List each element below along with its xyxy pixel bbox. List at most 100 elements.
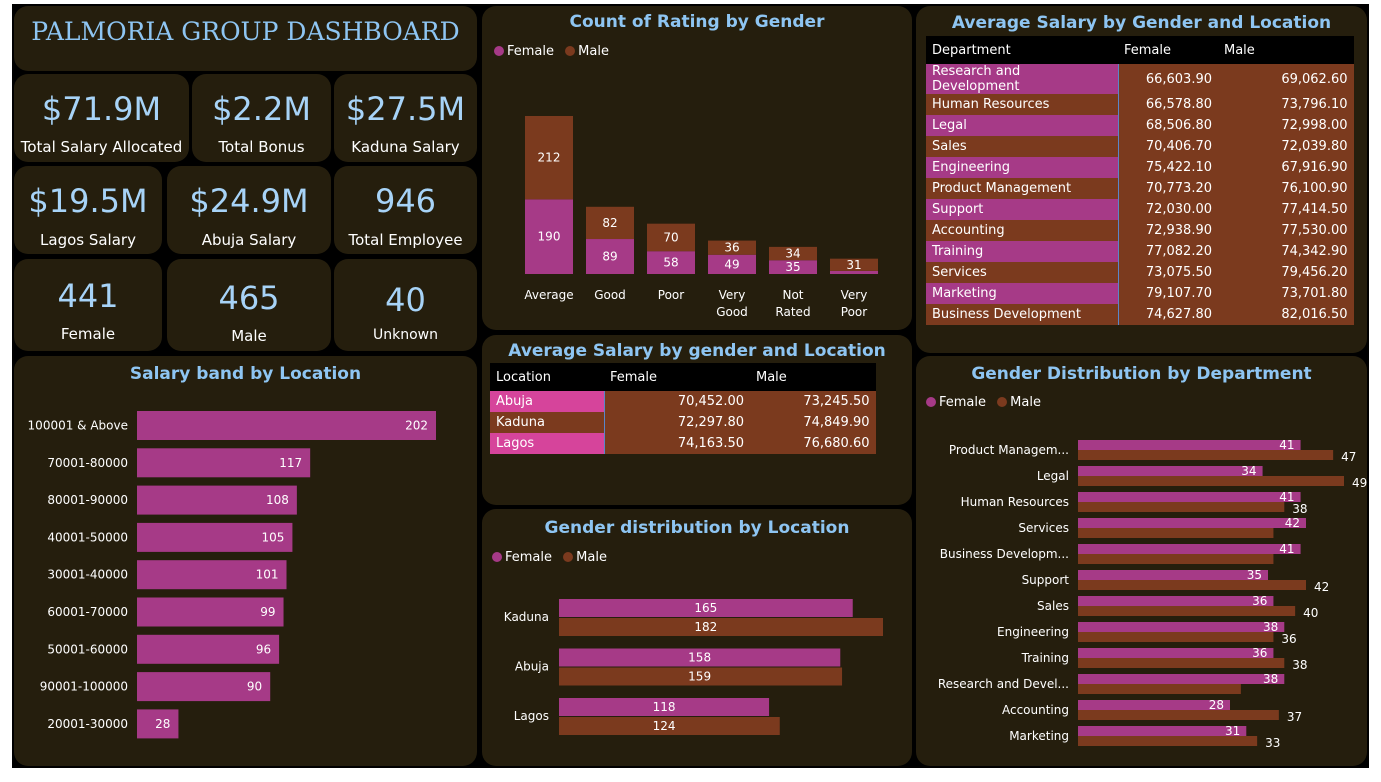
title-panel: PALMORIA GROUP DASHBOARD (14, 6, 477, 71)
data-label: 90 (247, 680, 262, 694)
bar-female (1078, 622, 1285, 632)
y-tick-label: 100001 & Above (28, 419, 128, 433)
data-label: 101 (256, 568, 279, 582)
table-row: Support 72,030.00 77,414.50 (926, 199, 1354, 220)
data-label: 49 (724, 257, 739, 271)
table-row: Abuja 70,452.00 73,245.50 (490, 391, 876, 412)
value-cell: 73,245.50 (750, 391, 876, 412)
legend-dot-icon (997, 397, 1008, 407)
column-header: Male (750, 363, 876, 391)
row-label-cell: Support (926, 199, 1119, 220)
bar-female (1078, 674, 1285, 684)
bar-male (1078, 606, 1296, 616)
y-tick-label: Research and Devel... (938, 677, 1069, 691)
legend-dot-icon (565, 46, 576, 56)
gender-location-legend: Female Male (492, 550, 614, 565)
data-label: 202 (405, 419, 428, 433)
salary-band-title: Salary band by Location (129, 364, 362, 384)
value-cell: 72,030.00 (1118, 199, 1218, 220)
row-label-cell: Services (926, 262, 1119, 283)
data-label: 36 (1252, 594, 1267, 608)
value-cell: 72,998.00 (1218, 115, 1354, 136)
bar-male (1078, 450, 1334, 460)
value-cell: 75,422.10 (1118, 157, 1218, 178)
legend-dot-icon (494, 46, 504, 56)
data-label: 41 (1279, 490, 1294, 504)
bar-segment-female (769, 260, 817, 274)
bar-female (1078, 518, 1306, 528)
gender-department-title: Gender Distribution by Department (971, 364, 1312, 384)
data-label: 31 (846, 258, 861, 272)
kpi-value: 40 (385, 281, 426, 319)
data-label: 159 (688, 670, 711, 684)
bar-segment-male (769, 246, 817, 261)
data-label: 38 (1292, 502, 1307, 516)
value-cell: 76,100.90 (1218, 178, 1354, 199)
bar-female (1078, 700, 1230, 710)
value-cell: 69,062.60 (1218, 64, 1354, 94)
legend-female: Female (494, 44, 554, 59)
value-cell: 74,849.90 (750, 412, 876, 433)
row-label-cell: Training (926, 241, 1119, 262)
bar-segment-male (830, 258, 878, 271)
bar-female (1078, 726, 1247, 736)
data-label: 31 (1225, 724, 1240, 738)
value-cell: 74,163.50 (604, 433, 750, 454)
bar-female (1078, 466, 1263, 476)
bar-female (1078, 648, 1274, 658)
bar (137, 485, 297, 515)
value-cell: 72,938.90 (1118, 220, 1218, 241)
bar (137, 448, 311, 478)
kpi-value: $27.5M (345, 90, 466, 128)
y-tick-label: 40001-50000 (47, 530, 128, 544)
table-row: Lagos 74,163.50 76,680.60 (490, 433, 876, 454)
kpi-lagos-salary: $19.5M Lagos Salary (14, 166, 162, 254)
bar-segment-female (647, 251, 695, 274)
gender-location-chart: 165 182 Kaduna 158 159 Abuja 118 124 Lagos (504, 599, 883, 735)
data-label: 34 (1241, 464, 1256, 478)
bar-female (1078, 440, 1301, 450)
bar-female (1078, 596, 1274, 606)
table-row: Business Development 74,627.80 82,016.50 (926, 304, 1354, 325)
kpi-unknown: 40 Unknown (334, 259, 477, 351)
y-tick-label: Human Resources (961, 495, 1069, 509)
legend-label: Male (578, 44, 609, 59)
y-tick-label: Lagos (514, 709, 549, 723)
value-cell: 73,796.10 (1218, 94, 1354, 115)
y-tick-label: 90001-100000 (40, 680, 128, 694)
bar-male (559, 717, 780, 735)
bar-male (1078, 736, 1258, 746)
table-row: Product Management 70,773.20 76,100.90 (926, 178, 1354, 199)
legend-female: Female (492, 550, 552, 565)
kpi-label: Total Employee (348, 231, 463, 249)
table-row: Research and Development 66,603.90 69,062.… (926, 64, 1354, 94)
value-cell: 70,406.70 (1118, 136, 1218, 157)
value-cell: 70,452.00 (604, 391, 750, 412)
gender-location-title: Gender distribution by Location (544, 518, 850, 538)
kpi-kaduna-salary: $27.5M Kaduna Salary (334, 74, 477, 162)
data-label: 99 (260, 605, 275, 619)
y-tick-label: Kaduna (504, 610, 549, 624)
y-tick-label: 30001-40000 (47, 568, 128, 582)
kpi-abuja-salary: $24.9M Abuja Salary (167, 166, 331, 254)
kpi-total-employee: 946 Total Employee (334, 166, 477, 254)
bar (137, 634, 280, 664)
table-row: Marketing 79,107.70 73,701.80 (926, 283, 1354, 304)
value-cell: 74,627.80 (1118, 304, 1218, 325)
data-label: 49 (1352, 476, 1367, 490)
table-row: Human Resources 66,578.80 73,796.10 (926, 94, 1354, 115)
legend-label: Male (576, 550, 607, 565)
data-label: 38 (1263, 620, 1278, 634)
kpi-label: Abuja Salary (201, 231, 297, 249)
data-label: 41 (1279, 438, 1294, 452)
bar (137, 709, 179, 739)
bar (137, 411, 436, 440)
bar-female (1078, 492, 1301, 502)
column-header: Female (604, 363, 750, 391)
x-tick-label: Rated (775, 305, 810, 319)
data-label: 41 (1279, 542, 1294, 556)
kpi-label: Male (231, 327, 267, 345)
data-label: 182 (694, 620, 717, 634)
column-header: Female (1118, 36, 1218, 64)
row-label-cell: Human Resources (926, 94, 1119, 115)
